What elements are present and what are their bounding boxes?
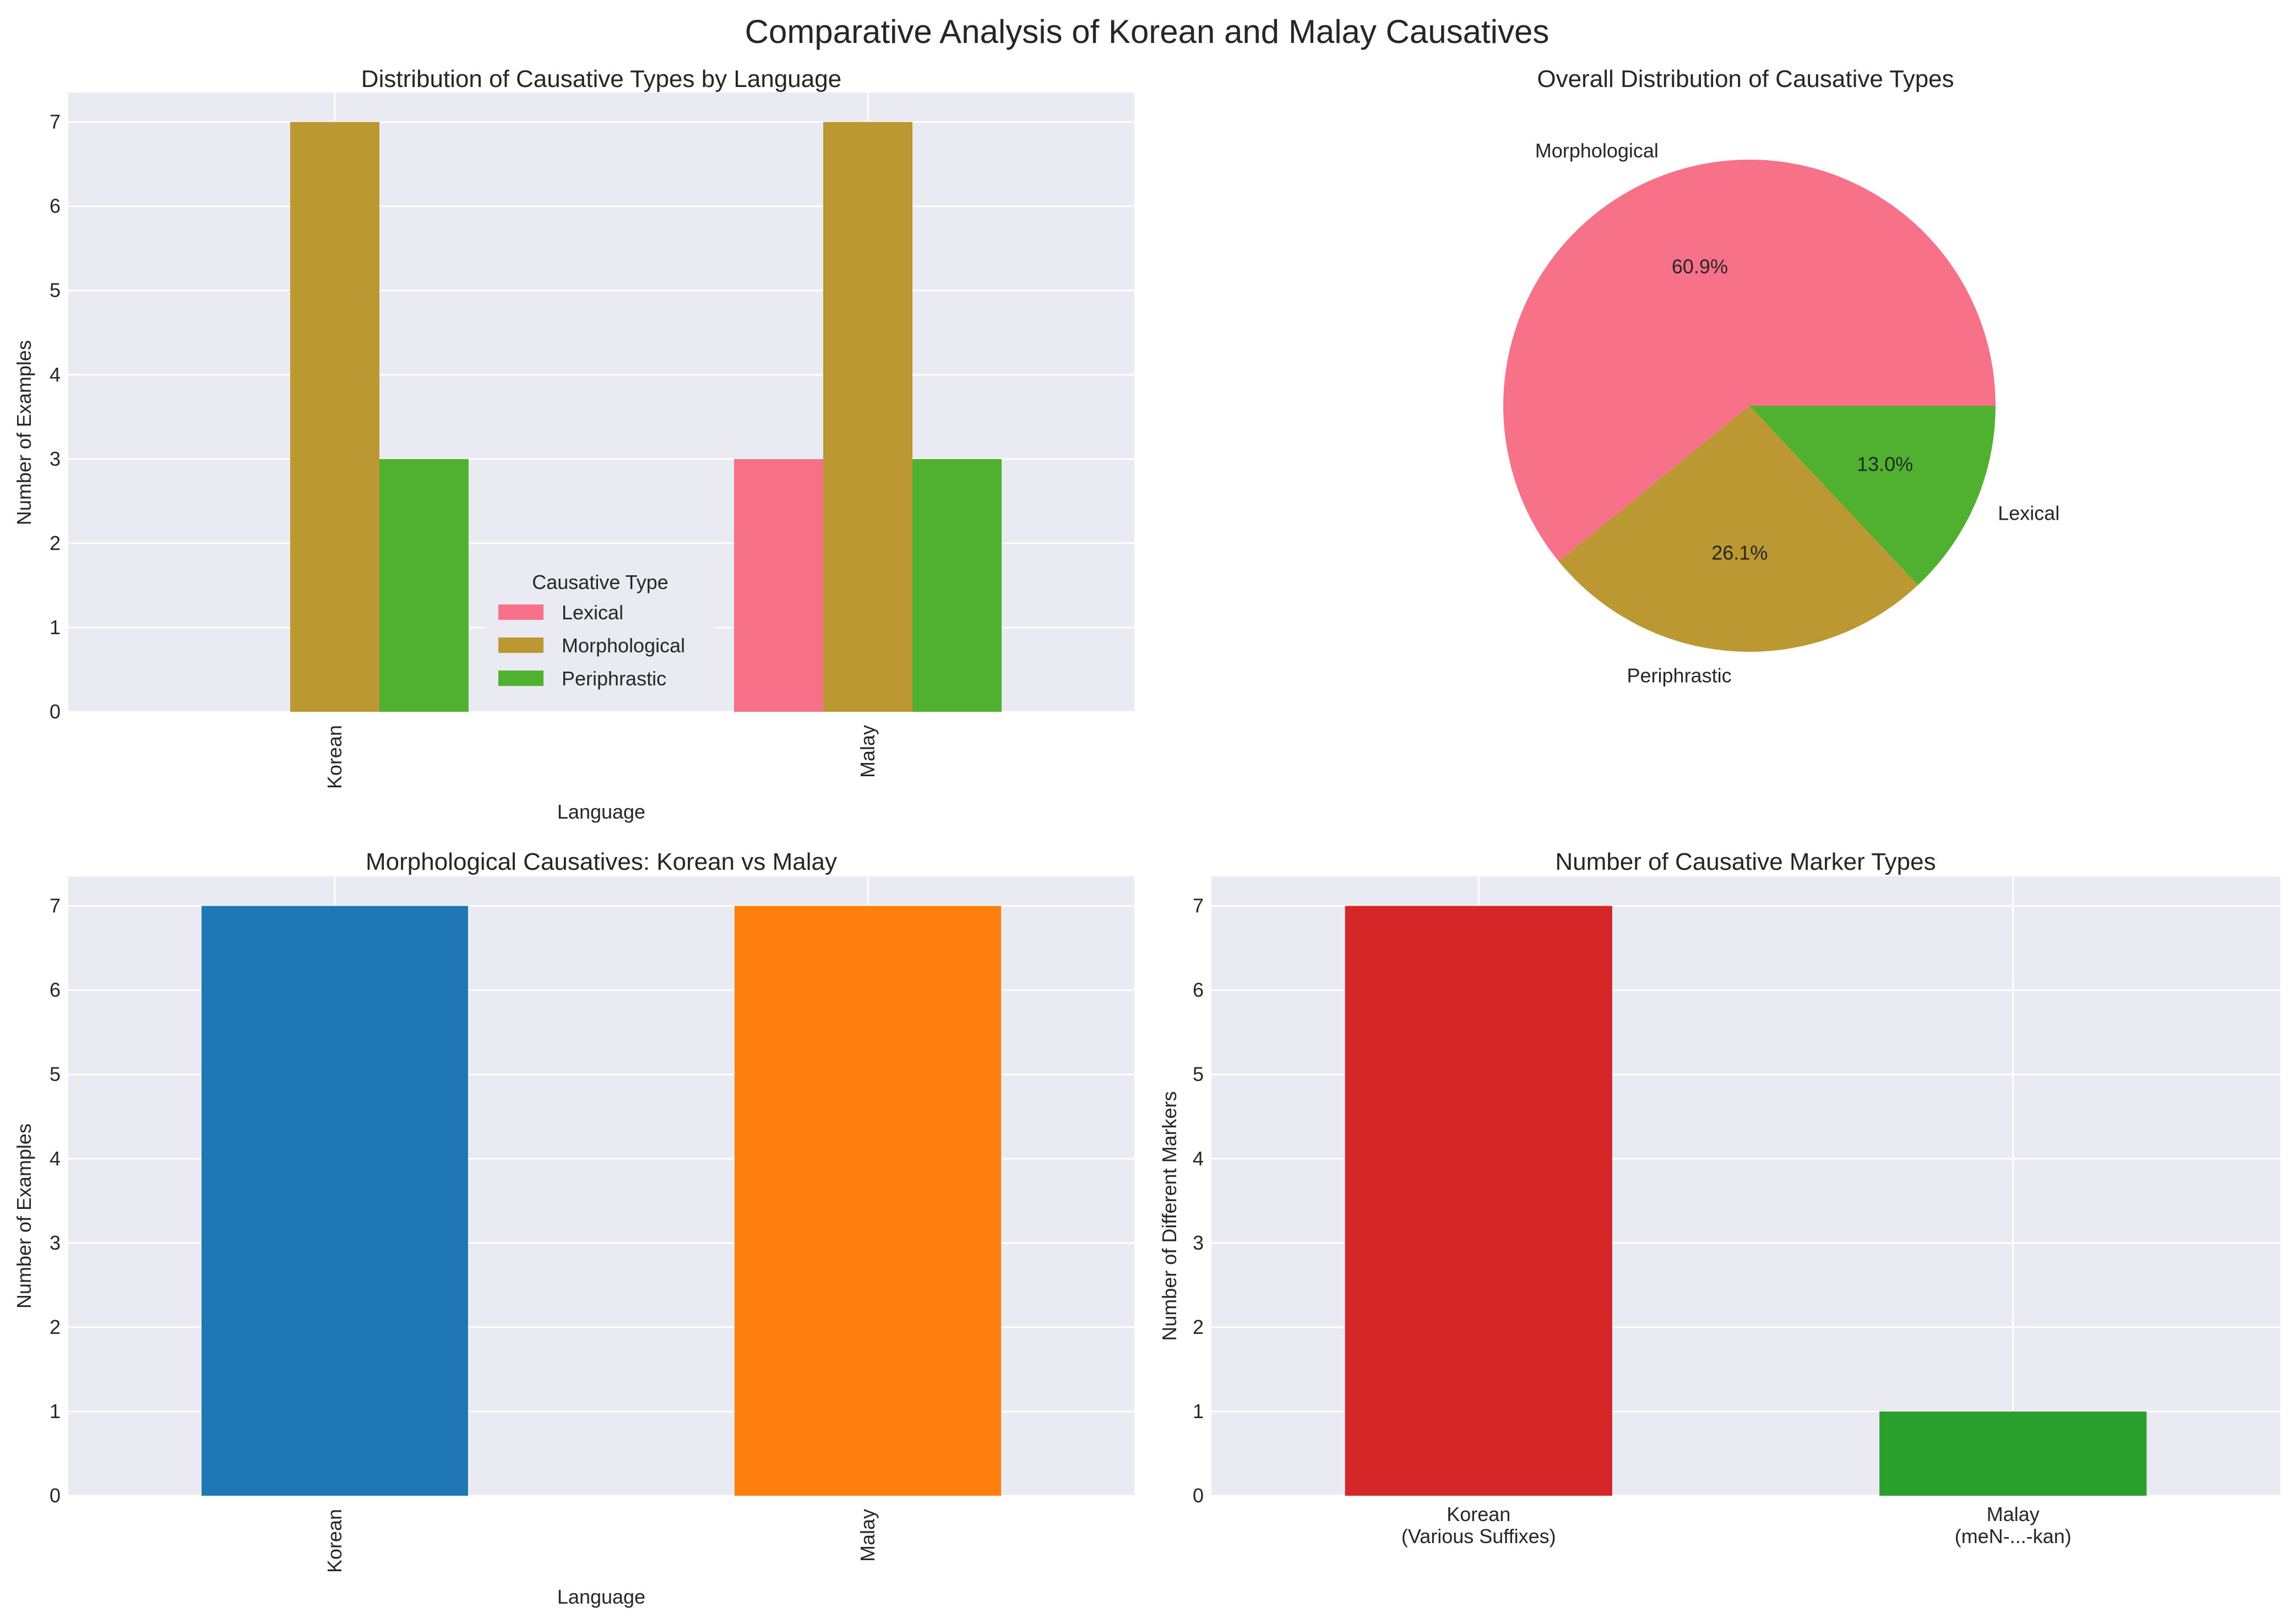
grouped-y-tick-label: 1 [50, 616, 61, 639]
morph-y-tick-label: 3 [50, 1231, 61, 1254]
legend-frame [485, 562, 716, 706]
legend-label-morphological: Morphological [562, 634, 685, 657]
markers-x-tick-line: Korean [1447, 1503, 1510, 1525]
morph-x-tick-label: Malay [856, 1509, 879, 1562]
morph-chart-title: Morphological Causatives: Korean vs Mala… [366, 848, 837, 875]
grouped-x-tick-label: Malay [856, 725, 879, 778]
legend-label-periphrastic: Periphrastic [562, 667, 666, 690]
grouped-y-tick-label: 0 [50, 700, 61, 723]
panel-marker-types-bar-chart: Number of Causative Marker Types Number … [1158, 848, 2280, 1547]
pie-slice-periphrastic [1558, 406, 1918, 652]
grouped-y-axis-label: Number of Examples [13, 340, 35, 525]
markers-plot-area: 0 1 2 3 4 5 6 7 Korean (Various Suffixes) Malay (me… [1193, 876, 2280, 1547]
pie-pct-label-lexical: 13.0% [1857, 453, 1913, 476]
grouped-x-tick-label: Korean [323, 725, 346, 789]
grouped-y-tick-label: 5 [50, 279, 61, 302]
bar-morphological-malay [823, 122, 912, 712]
pie-label-periphrastic: Periphrastic [1627, 664, 1732, 687]
pie-chart-title: Overall Distribution of Causative Types [1537, 66, 1954, 92]
pie-pct-label-periphrastic: 26.1% [1711, 542, 1768, 564]
grouped-x-axis-label: Language [557, 800, 645, 823]
markers-y-tick-label: 4 [1193, 1147, 1204, 1170]
morph-y-tick-label: 1 [50, 1400, 61, 1423]
bar-morphological-korean [290, 122, 379, 712]
grouped-y-tick-label: 7 [50, 111, 61, 133]
morph-x-tick-label: Korean [323, 1509, 346, 1573]
markers-x-tick-line: (meN-...-kan) [1955, 1525, 2072, 1547]
morph-y-tick-label: 4 [50, 1147, 61, 1170]
legend-title: Causative Type [532, 571, 668, 593]
pie-label-morphological: Morphological [1535, 139, 1659, 162]
markers-x-tick-line: Malay [1987, 1503, 2040, 1525]
legend-label-lexical: Lexical [562, 601, 623, 624]
morph-y-tick-label: 0 [50, 1484, 61, 1507]
markers-y-axis-label: Number of Different Markers [1158, 1091, 1181, 1340]
bar-lexical-malay [734, 459, 823, 712]
morph-y-axis-label: Number of Examples [13, 1124, 35, 1309]
markers-y-tick-label: 2 [1193, 1316, 1204, 1338]
morph-plot-area: 0 1 2 3 4 5 6 7 Korean Malay [50, 876, 1134, 1573]
legend-swatch-periphrastic [498, 671, 543, 686]
grouped-y-tick-label: 4 [50, 363, 61, 386]
panel-morphological-bar-chart: Morphological Causatives: Korean vs Mala… [13, 848, 1134, 1608]
figure-title: Comparative Analysis of Korean and Malay… [745, 13, 1550, 50]
markers-x-tick-line: (Various Suffixes) [1401, 1525, 1556, 1547]
morph-y-tick-label: 6 [50, 979, 61, 1001]
bar-periphrastic-malay [912, 459, 1002, 712]
pie-slice-lexical [1749, 406, 1996, 585]
morph-y-tick-label: 7 [50, 895, 61, 917]
morph-x-axis-label: Language [557, 1585, 645, 1608]
panel-pie-chart: Overall Distribution of Causative Types … [1503, 66, 2059, 687]
pie-plot-area: Morphological 60.9% Periphrastic 26.1% Lexic… [1503, 139, 2059, 687]
pie-slice-morphological [1503, 160, 1996, 562]
pie-pct-label-morphological: 60.9% [1672, 255, 1728, 277]
markers-bar-0 [1345, 906, 1612, 1496]
markers-x-tick-label: Korean (Various Suffixes) [1401, 1503, 1556, 1547]
markers-y-tick-label: 7 [1193, 895, 1204, 917]
morph-bar-1 [735, 906, 1001, 1496]
markers-chart-title: Number of Causative Marker Types [1555, 848, 1936, 875]
grouped-y-tick-label: 3 [50, 448, 61, 470]
grouped-legend: Causative Type Lexical Morphological Per… [485, 562, 716, 706]
legend-swatch-morphological [498, 637, 543, 653]
markers-x-tick-label: Malay (meN-...-kan) [1955, 1503, 2072, 1547]
legend-swatch-lexical [498, 604, 543, 620]
markers-y-tick-label: 5 [1193, 1063, 1204, 1086]
markers-y-tick-label: 6 [1193, 979, 1204, 1001]
panel-grouped-bar-chart: Distribution of Causative Types by Langu… [13, 66, 1134, 823]
markers-y-tick-label: 3 [1193, 1231, 1204, 1254]
morph-y-tick-label: 2 [50, 1316, 61, 1338]
pie-label-lexical: Lexical [1998, 502, 2059, 524]
markers-y-tick-label: 0 [1193, 1484, 1204, 1507]
markers-bar-1 [1879, 1411, 2147, 1496]
morph-y-tick-label: 5 [50, 1063, 61, 1086]
grouped-chart-title: Distribution of Causative Types by Langu… [361, 66, 841, 92]
grouped-y-tick-label: 6 [50, 195, 61, 217]
morph-bar-0 [202, 906, 468, 1496]
bar-periphrastic-korean [379, 459, 469, 712]
grouped-y-tick-label: 2 [50, 532, 61, 554]
markers-y-tick-label: 1 [1193, 1400, 1204, 1423]
